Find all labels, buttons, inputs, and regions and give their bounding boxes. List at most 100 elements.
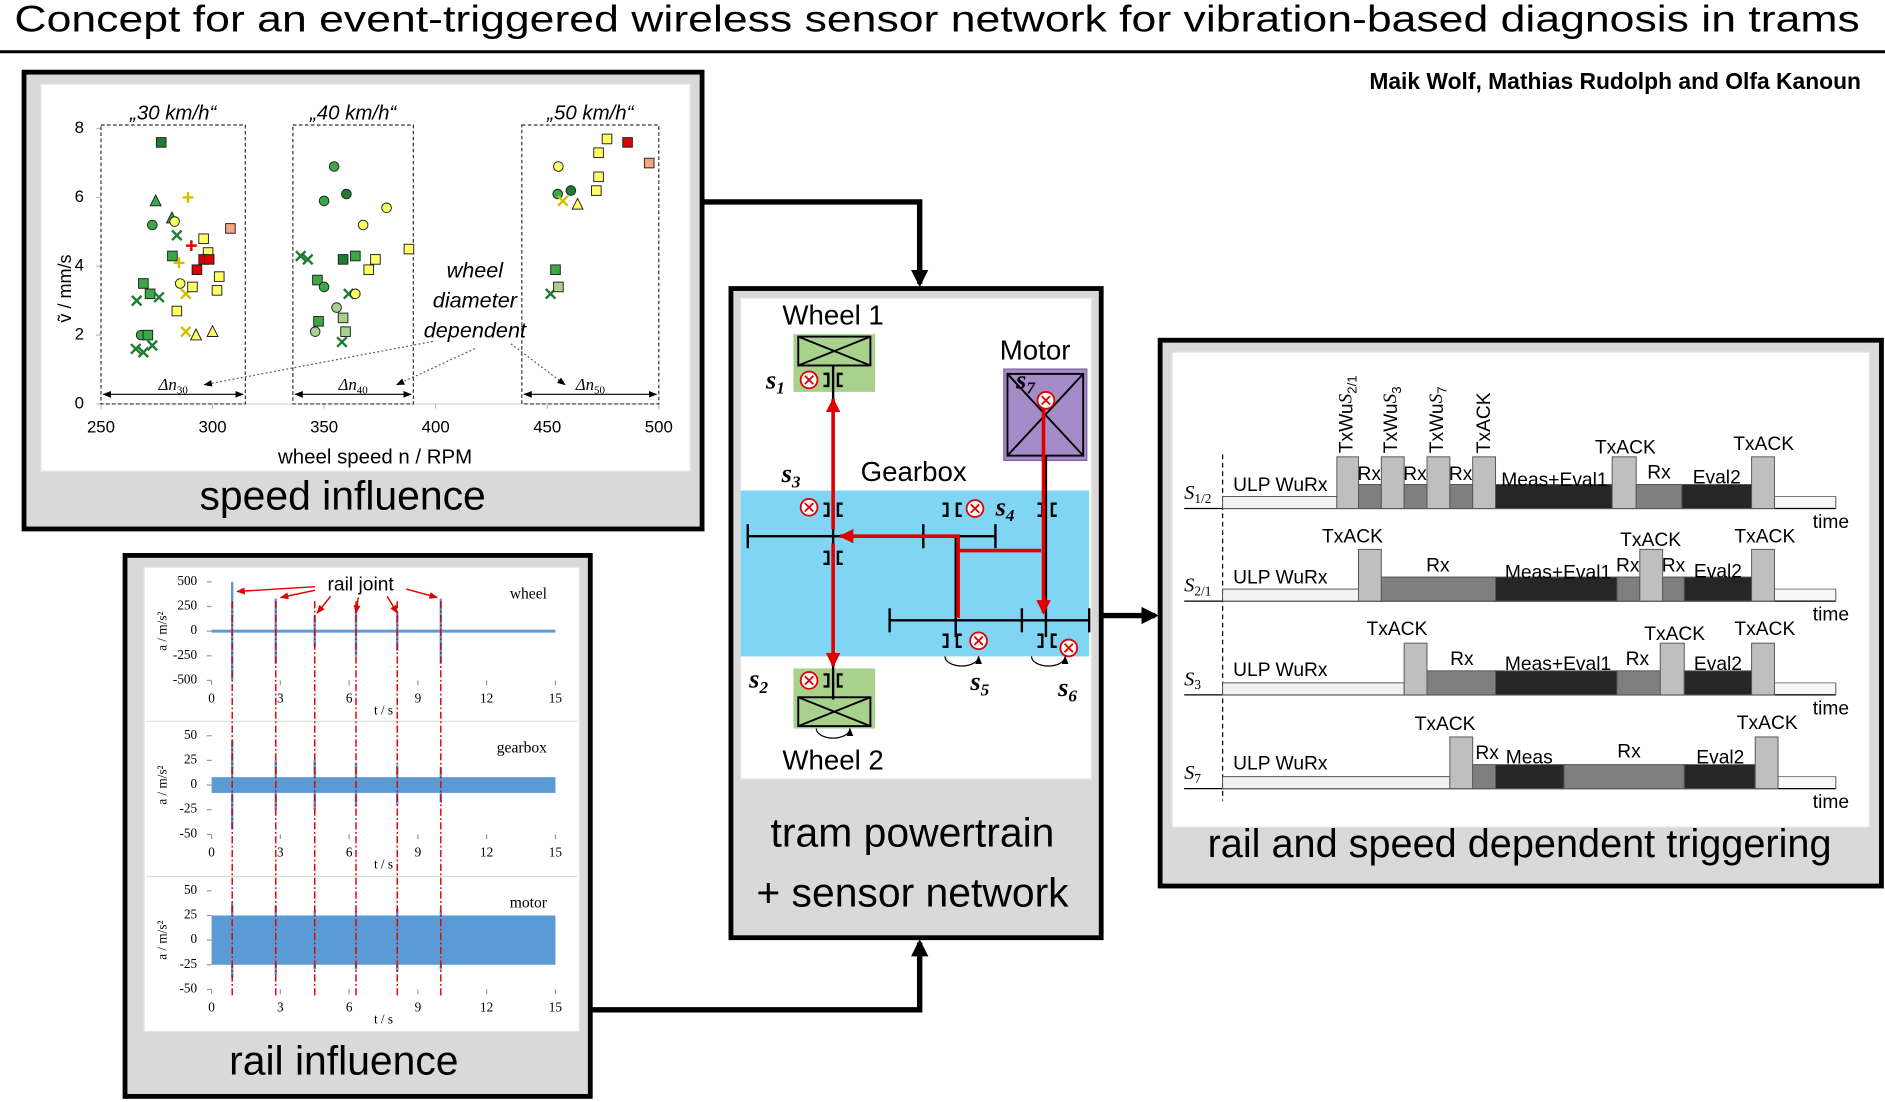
rail-joint-arrow <box>353 597 361 614</box>
x-tick-label: 350 <box>310 417 338 436</box>
sensor-node-cross <box>804 502 814 513</box>
data-point <box>331 302 342 313</box>
phase-tx <box>1426 456 1451 510</box>
phase-sleep <box>1222 496 1338 510</box>
data-point <box>142 329 154 341</box>
sensor-label-sub: 2 <box>758 678 768 697</box>
phase-label: TxACK <box>1737 713 1798 734</box>
sensor-label: s3 <box>781 458 801 491</box>
data-point <box>350 288 361 300</box>
data-point <box>171 305 183 317</box>
phase-label-text: TxWu <box>1427 403 1448 453</box>
data-point <box>309 326 321 337</box>
phase-label: Eval2 <box>1696 748 1744 769</box>
annotation: diameter <box>433 287 518 312</box>
data-point <box>144 288 156 300</box>
phase-label: TxACK <box>1474 392 1495 453</box>
phase-label-sub: 2/1 <box>1344 375 1359 393</box>
sensor-label-sub: 3 <box>791 472 801 491</box>
data-point <box>295 250 307 262</box>
data-point <box>174 278 186 289</box>
sensor-label: s6 <box>1057 672 1077 705</box>
data-point <box>137 346 150 358</box>
sensor-label-symbol: s <box>1057 672 1068 702</box>
wheel-cross <box>797 696 871 728</box>
node-label: S3 <box>1184 668 1201 692</box>
phase-tx <box>1751 456 1775 510</box>
sensor-label-sub: 7 <box>1026 379 1036 398</box>
phase-label: Eval2 <box>1694 654 1742 675</box>
annotation-leader <box>203 340 433 387</box>
data-point <box>130 343 142 355</box>
subplot-name: motor <box>510 895 548 912</box>
bearing <box>823 673 843 688</box>
delta-label: Δn30 <box>158 375 189 396</box>
x-tick-label: 9 <box>415 1000 422 1015</box>
node-label-sub: 7 <box>1194 771 1201 786</box>
panel-caption: speed influence <box>200 473 486 519</box>
phase-tx <box>1754 736 1779 790</box>
y-tick-label: -25 <box>180 956 198 971</box>
data-point <box>403 243 415 255</box>
phase-label: TxACK <box>1733 434 1794 455</box>
annotation: wheel <box>447 257 505 282</box>
y-tick-label: -25 <box>180 801 198 816</box>
rotation-arrow <box>944 655 982 667</box>
bearing <box>1037 633 1057 648</box>
data-point <box>153 291 165 303</box>
flow-arrow <box>702 199 929 288</box>
speed-group-label: „40 km/h“ <box>309 103 397 125</box>
data-point <box>571 197 584 210</box>
data-point <box>381 202 392 214</box>
idle-phase <box>1777 776 1837 790</box>
data-point <box>203 254 215 265</box>
node-label: S2/1 <box>1184 574 1211 598</box>
phase-tx <box>1751 548 1775 602</box>
node-label-sub: 2/1 <box>1194 583 1211 598</box>
idle-phase <box>1773 682 1837 696</box>
sensor-label: s7 <box>1015 364 1036 397</box>
y-tick-label: 8 <box>75 118 84 137</box>
phase-label: TxACK <box>1415 714 1476 735</box>
component-label: Gearbox <box>861 456 967 487</box>
data-point <box>601 133 613 145</box>
data-point <box>313 316 324 327</box>
delta-label: Δn40 <box>338 375 369 396</box>
panel-caption: rail influence <box>229 1038 458 1084</box>
phase-label: ULP WuRx <box>1233 567 1328 588</box>
phase-label: ULP WuRx <box>1233 475 1328 496</box>
phase-label: TxACK <box>1734 619 1795 640</box>
x-tick-label: 250 <box>87 417 115 436</box>
signal-band <box>211 629 556 633</box>
rail-joint-arrow <box>279 589 316 600</box>
x-tick-label: 300 <box>199 417 227 436</box>
speed-group-box <box>100 124 246 405</box>
sensor-label-sub: 1 <box>776 379 785 398</box>
phase-label: Rx <box>1450 649 1474 670</box>
y-tick-label: 0 <box>191 776 198 791</box>
sensor-label: s1 <box>765 364 785 397</box>
phase-sleep <box>1222 682 1405 696</box>
data-point <box>643 157 655 169</box>
phase-rx <box>1358 484 1382 510</box>
node-label: S7 <box>1184 762 1201 786</box>
y-tick-label: -500 <box>173 671 198 686</box>
data-point <box>340 326 351 337</box>
data-point <box>191 264 203 276</box>
x-tick-label: 450 <box>533 417 561 436</box>
x-axis-label: t / s <box>374 703 393 718</box>
data-point <box>565 185 577 196</box>
phase-label-text: TxWu <box>1337 403 1358 453</box>
gearbox-housing <box>740 490 1090 657</box>
phase-label: Rx <box>1403 464 1427 485</box>
data-point <box>206 324 219 337</box>
x-axis-label: wheel speed n / RPM <box>277 446 472 468</box>
data-point <box>318 281 330 293</box>
sensor-label-symbol: s <box>781 458 792 488</box>
phase-label: Rx <box>1475 743 1499 764</box>
sensor-label-symbol: s <box>969 666 980 696</box>
sensor-label-sub: 5 <box>981 680 990 699</box>
phase-rx <box>1635 484 1683 510</box>
